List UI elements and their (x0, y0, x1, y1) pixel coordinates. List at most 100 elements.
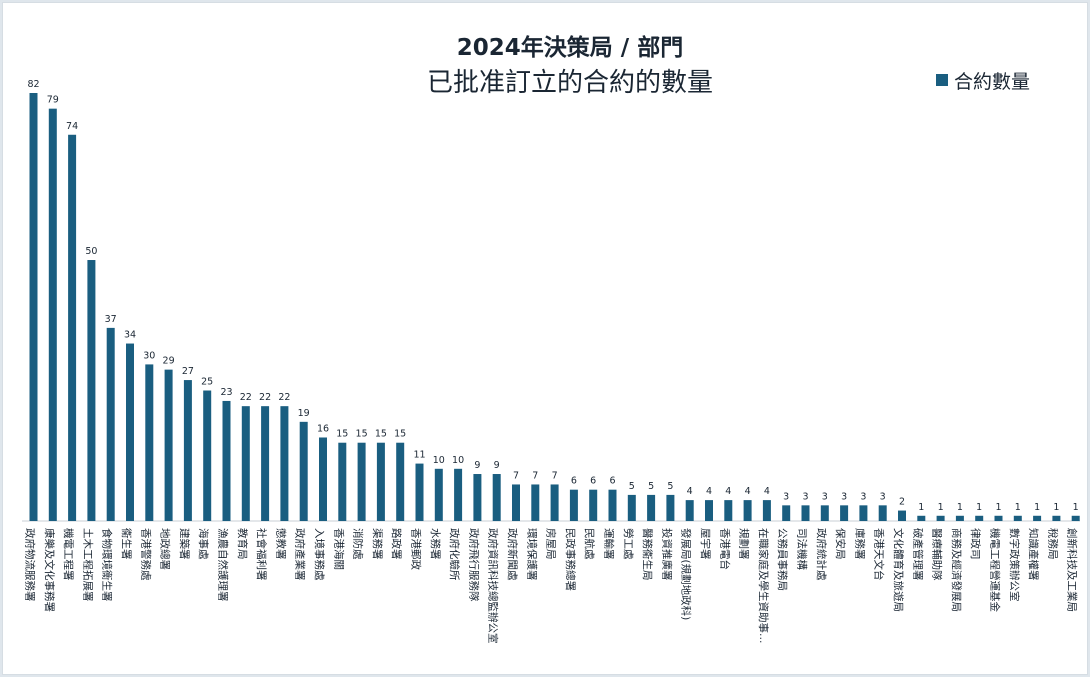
bar-48 (955, 515, 964, 521)
data-label-45: 2 (899, 497, 905, 508)
bar-17 (357, 442, 366, 521)
bar-47 (936, 515, 945, 521)
bar-45 (898, 510, 906, 521)
category-label-41: 政府統計處 (815, 528, 828, 581)
category-label-36: 香港電台 (718, 528, 731, 570)
category-label-15: 入境事務處 (313, 528, 326, 581)
bar-49 (975, 515, 984, 521)
category-label-44: 香港天文台 (873, 528, 886, 581)
category-label-33: 投資推廣署 (660, 528, 673, 581)
data-label-27: 7 (552, 470, 558, 481)
bar-16 (338, 442, 347, 521)
bar-15 (319, 437, 327, 521)
chart-title: 2024年決策局 / 部門 已批准訂立的合約的數量 (330, 32, 810, 102)
bar-35 (705, 500, 713, 521)
data-label-53: 1 (1053, 502, 1059, 513)
data-label-47: 1 (938, 502, 944, 513)
data-label-6: 30 (143, 350, 155, 361)
bar-11 (241, 406, 250, 521)
bar-12 (261, 406, 270, 521)
category-label-1: 康樂及文化事務署 (43, 528, 56, 612)
bar-37 (743, 500, 752, 521)
category-label-34: 發展局(規劃地政科) (680, 528, 693, 620)
data-label-17: 15 (356, 429, 368, 440)
category-label-53: 稅務局 (1046, 528, 1059, 560)
bar-33 (666, 494, 675, 521)
category-label-31: 勞工處 (622, 528, 635, 560)
bar-14 (299, 421, 308, 521)
chart-title-line2: 已批准訂立的合約的數量 (426, 68, 713, 98)
data-label-46: 1 (918, 502, 924, 513)
bar-21 (434, 468, 443, 521)
category-label-14: 政府產業署 (294, 528, 307, 581)
bar-36 (724, 500, 733, 521)
data-label-8: 27 (182, 366, 194, 377)
chart-title-line1: 2024年決策局 / 部門 (456, 35, 684, 61)
data-label-34: 4 (687, 486, 693, 497)
category-label-29: 民航處 (583, 528, 596, 560)
bar-30 (608, 489, 617, 521)
bar-2 (68, 134, 77, 521)
data-label-51: 1 (1015, 502, 1021, 513)
bar-34 (685, 500, 694, 521)
bar-26 (531, 484, 540, 521)
bar-41 (820, 505, 829, 521)
bar-1 (48, 108, 57, 521)
category-label-0: 政府物流服務署 (24, 528, 37, 602)
category-label-3: 土木工程拓展署 (81, 528, 94, 602)
data-label-21: 10 (433, 455, 445, 466)
data-label-25: 7 (513, 470, 519, 481)
bar-8 (183, 380, 192, 521)
category-label-25: 政府新聞處 (506, 528, 519, 581)
data-label-44: 3 (880, 491, 886, 502)
bar-25 (512, 484, 520, 521)
bar-29 (589, 489, 598, 521)
data-label-54: 1 (1073, 502, 1079, 513)
data-label-33: 5 (667, 481, 673, 492)
category-label-45: 文化體育及旅遊局 (892, 528, 905, 612)
category-label-11: 教育局 (236, 528, 249, 560)
category-label-18: 渠務署 (371, 528, 384, 560)
bar-24 (492, 474, 501, 521)
bar-32 (647, 494, 656, 521)
bar-44 (878, 505, 887, 521)
data-label-36: 4 (725, 486, 731, 497)
bar-4 (106, 327, 115, 521)
category-label-6: 香港警務處 (139, 528, 152, 581)
category-label-37: 規劃署 (738, 528, 751, 560)
data-label-30: 6 (609, 476, 615, 487)
category-label-22: 政府化驗所 (448, 528, 461, 581)
data-label-13: 22 (278, 392, 290, 403)
data-label-26: 7 (532, 470, 538, 481)
bar-3 (87, 260, 96, 521)
bar-22 (454, 468, 463, 521)
category-label-12: 社會福利署 (255, 528, 268, 581)
data-label-3: 50 (85, 246, 97, 257)
data-label-9: 25 (201, 377, 213, 388)
data-label-4: 37 (105, 314, 117, 325)
data-label-50: 1 (995, 502, 1001, 513)
bar-6 (145, 364, 154, 521)
category-label-30: 運輸署 (603, 528, 616, 560)
data-label-5: 34 (124, 330, 136, 341)
category-label-16: 香港海關 (332, 528, 345, 570)
category-label-24: 政府資訊科技總監辦公室 (487, 528, 500, 644)
category-label-42: 保安局 (834, 528, 847, 560)
category-label-38: 在職家庭及學生資助事… (757, 528, 770, 644)
category-label-21: 水務署 (429, 528, 442, 560)
data-label-43: 3 (860, 491, 866, 502)
data-label-0: 82 (27, 79, 39, 90)
bar-42 (840, 505, 849, 521)
bar-54 (1071, 515, 1080, 521)
category-label-51: 數字政策辦公室 (1008, 528, 1021, 602)
category-label-17: 消防處 (352, 528, 365, 560)
bar-7 (164, 369, 173, 521)
data-label-16: 15 (336, 429, 348, 440)
category-label-7: 地政總署 (159, 528, 172, 570)
bar-28 (569, 489, 578, 521)
category-label-35: 屋宇署 (699, 528, 712, 560)
bar-23 (473, 474, 482, 521)
category-label-48: 商務及經濟發展局 (950, 528, 963, 612)
